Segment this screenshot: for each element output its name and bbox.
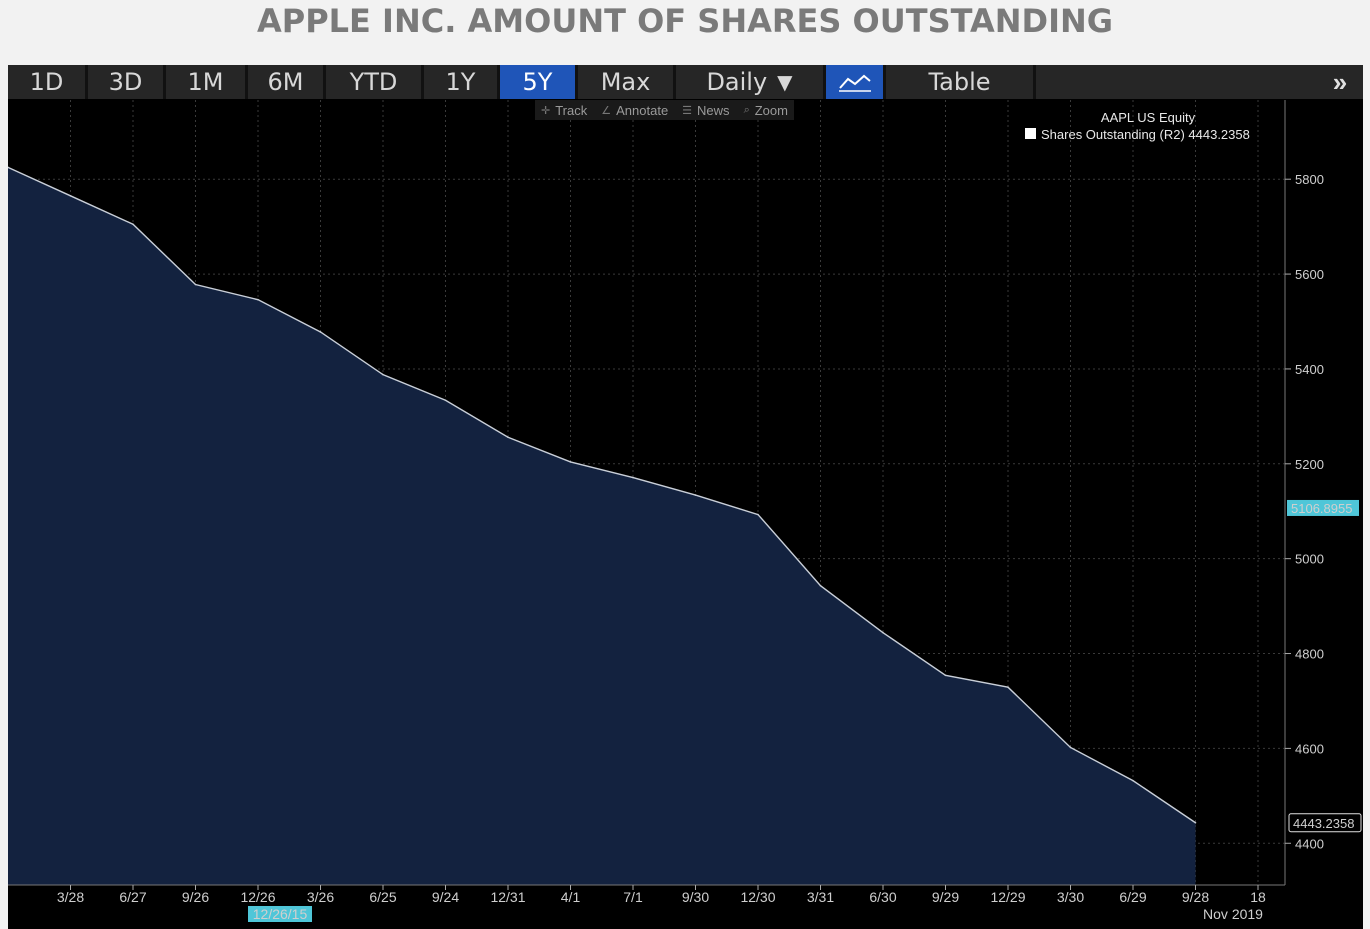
- chart-toolbar: 1D 3D 1M 6M YTD 1Y 5Y Max Daily ▼ Table …: [8, 65, 1363, 99]
- crosshair-icon: ✛: [541, 104, 551, 117]
- table-button[interactable]: Table: [886, 65, 1036, 99]
- y-tick-label: 5000: [1295, 552, 1324, 567]
- x-tick-label: 12/31: [490, 889, 525, 905]
- date-marker-box: [248, 906, 312, 922]
- data-point: [382, 373, 384, 376]
- x-tick-label: 12/30: [740, 889, 775, 905]
- range-button-5y[interactable]: 5Y: [500, 65, 578, 99]
- data-point: [1007, 686, 1009, 689]
- data-point: [319, 331, 322, 333]
- y-tick-label: 5600: [1295, 267, 1324, 282]
- x-tick-label: 12/29: [990, 889, 1025, 905]
- data-point: [69, 195, 72, 197]
- frequency-label: Daily: [706, 68, 768, 96]
- annotate-tool[interactable]: ∠ Annotate: [601, 103, 668, 118]
- y-tick-label: 5200: [1295, 457, 1324, 472]
- news-tool[interactable]: ☰ News: [682, 103, 729, 118]
- zoom-tool[interactable]: ⌕ Zoom: [744, 103, 788, 118]
- data-point: [1194, 821, 1197, 824]
- chart-terminal: 1D 3D 1M 6M YTD 1Y 5Y Max Daily ▼ Table …: [8, 65, 1363, 929]
- chart-subtools: ✛ Track ∠ Annotate ☰ News ⌕ Zoom: [535, 100, 794, 120]
- value-marker-last-box: [1288, 813, 1362, 833]
- x-tick-label: 6/25: [369, 889, 396, 905]
- data-point: [694, 494, 697, 496]
- x-tick-label: 9/24: [432, 889, 459, 905]
- track-tool[interactable]: ✛ Track: [541, 103, 587, 118]
- x-tick-label: 9/26: [182, 889, 209, 905]
- magnifier-icon: ⌕: [743, 103, 750, 116]
- range-button-ytd[interactable]: YTD: [326, 65, 424, 99]
- x-tick-label: 12/26: [240, 889, 275, 905]
- x-tick-label: 18: [1250, 889, 1266, 905]
- data-point: [1069, 746, 1072, 749]
- x-tick-label: 9/30: [682, 889, 709, 905]
- value-marker-last: 4443.2358: [1293, 816, 1354, 831]
- x-tick-label: 6/30: [869, 889, 896, 905]
- data-point: [757, 513, 759, 516]
- y-tick-label: 5800: [1295, 172, 1324, 187]
- data-point: [632, 476, 634, 479]
- x-tick-label: 3/28: [57, 889, 84, 905]
- data-point: [444, 399, 447, 402]
- news-icon: ☰: [682, 104, 693, 117]
- value-marker-current-box: [1287, 499, 1359, 516]
- data-point: [257, 298, 259, 301]
- legend-swatch: [1025, 128, 1036, 139]
- page-title: APPLE INC. AMOUNT OF SHARES OUTSTANDING: [256, 2, 1114, 40]
- data-point: [132, 223, 134, 226]
- shares-area: [8, 167, 1196, 885]
- x-end-label: Nov 2019: [1203, 906, 1263, 922]
- range-button-1m[interactable]: 1M: [166, 65, 248, 99]
- range-button-1y[interactable]: 1Y: [424, 65, 500, 99]
- x-tick-label: 4/1: [561, 889, 581, 905]
- line-chart-toggle[interactable]: [826, 65, 886, 99]
- y-tick-label: 4600: [1295, 741, 1324, 756]
- x-tick-label: 3/26: [307, 889, 334, 905]
- annotate-label: Annotate: [616, 102, 669, 118]
- x-tick-label: 3/30: [1057, 889, 1084, 905]
- track-label: Track: [555, 102, 588, 118]
- value-marker-current: 5106.8955: [1291, 501, 1352, 516]
- more-options-button[interactable]: »: [1317, 65, 1363, 99]
- data-point: [1132, 779, 1134, 782]
- line-chart-icon: [838, 74, 871, 92]
- x-tick-label: 3/31: [807, 889, 834, 905]
- legend-title: AAPL US Equity: [1101, 110, 1196, 125]
- range-button-max[interactable]: Max: [578, 65, 676, 99]
- x-tick-label: 7/1: [623, 889, 643, 905]
- data-point: [882, 631, 884, 634]
- news-label: News: [697, 102, 730, 118]
- data-point: [569, 461, 572, 463]
- x-tick-label: 9/29: [932, 889, 959, 905]
- shares-line: [8, 166, 1196, 824]
- chevron-down-icon: ▼: [777, 70, 793, 94]
- chart-canvas: 4400 4600 4800 5000 5200 5400 5600 5800 3/28 6/27…: [8, 100, 1362, 922]
- data-point: [944, 674, 947, 677]
- data-point: [194, 283, 197, 286]
- y-tick-label: 5400: [1295, 362, 1324, 377]
- toolbar-spacer: [1036, 65, 1317, 99]
- range-button-3d[interactable]: 3D: [88, 65, 166, 99]
- y-tick-label: 4400: [1295, 836, 1324, 851]
- y-tick-label: 4800: [1295, 647, 1324, 662]
- data-point: [8, 166, 9, 169]
- x-tick-label: 9/28: [1182, 889, 1209, 905]
- pencil-icon: ∠: [601, 104, 612, 117]
- date-marker-label: 12/26/15: [253, 906, 308, 922]
- range-button-1d[interactable]: 1D: [8, 65, 88, 99]
- x-tick-label: 6/29: [1119, 889, 1146, 905]
- zoom-label: Zoom: [754, 102, 788, 118]
- range-button-6m[interactable]: 6M: [248, 65, 326, 99]
- frequency-dropdown[interactable]: Daily ▼: [676, 65, 826, 99]
- data-point: [819, 584, 822, 587]
- x-tick-label: 6/27: [119, 889, 146, 905]
- legend-series-label: Shares Outstanding (R2) 4443.2358: [1041, 127, 1250, 142]
- data-point: [507, 436, 509, 439]
